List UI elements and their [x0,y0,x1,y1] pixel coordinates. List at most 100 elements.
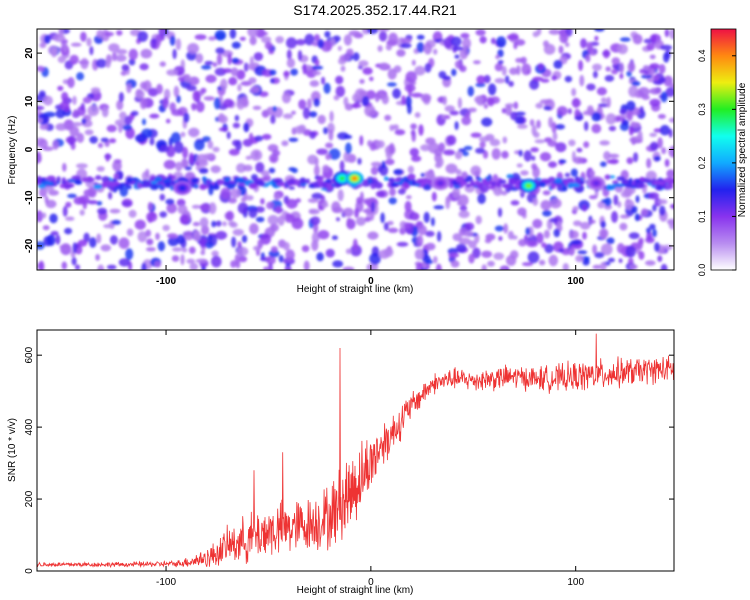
heatmap-cell [97,264,105,270]
heatmap-cell [139,63,149,71]
heatmap-cell [529,79,540,90]
heatmap-cell [302,63,307,75]
heatmap-band-cell [548,176,556,183]
heatmap-band-cell [389,177,395,184]
heatmap-cell [600,220,606,229]
heatmap-cell [211,220,217,228]
heatmap-cell [328,129,334,141]
heatmap-cell [616,243,625,254]
x-tick-label: 100 [567,577,584,588]
heatmap-cell [496,36,507,48]
heatmap-cell [386,82,397,87]
heatmap-cell [182,146,189,159]
heatmap-cell [458,237,471,245]
heatmap-cell [366,263,374,270]
heatmap-cell [668,220,674,230]
heatmap-cell [664,29,670,38]
heatmap-cell [323,127,329,135]
heatmap-cell [355,216,366,226]
heatmap-cell [95,58,107,68]
heatmap-cell [473,60,481,65]
heatmap-cell [38,138,48,149]
heatmap-cell [71,257,77,266]
heatmap-cell [377,165,383,173]
heatmap-cell [180,254,185,266]
heatmap-cell [416,42,425,53]
heatmap-cell [411,92,424,98]
heatmap-cell [396,241,409,247]
y-tick-label: 20 [24,47,35,59]
heatmap-cell [283,70,290,77]
heatmap-cell [591,123,602,134]
heatmap-cell [100,137,109,143]
heatmap-cell [316,148,328,155]
heatmap-cell [325,142,334,149]
heatmap-cell [214,29,227,41]
heatmap-cell [637,130,643,140]
heatmap-cell [201,225,210,236]
heatmap-cell [668,146,674,158]
heatmap-cell [147,201,153,211]
heatmap-cell [314,34,320,42]
heatmap-cell [654,242,660,252]
heatmap-cell [643,38,653,44]
heatmap-cell [468,253,475,264]
heatmap-cell [638,251,645,260]
heatmap-cell [626,70,632,77]
heatmap-cell [348,30,361,37]
heatmap-band-cell [150,175,156,182]
snr-y-label: SNR (10 * v/v) [7,418,18,482]
heatmap-cell [387,220,394,226]
heatmap-cell [126,83,132,94]
heatmap-cell [430,217,435,227]
heatmap-cell [558,45,564,54]
heatmap-cell [603,151,611,161]
heatmap-cell [309,80,320,87]
heatmap-cell [443,149,456,156]
heatmap-cell [385,158,395,166]
heatmap-cell [229,29,237,39]
heatmap-cell [104,31,114,37]
heatmap-cell [470,165,482,177]
heatmap-cell [631,205,638,214]
heatmap-cell [451,68,457,77]
y-tick-label: 0 [24,146,35,152]
heatmap-band-cell [288,186,295,190]
heatmap-cell [322,164,330,173]
heatmap-band-cell [128,181,134,185]
heatmap-cell [149,113,160,119]
heatmap-cell [521,63,532,76]
heatmap-cell [459,47,468,60]
heatmap-cell [425,230,435,237]
heatmap-cell [162,224,170,232]
heatmap-cell [389,187,396,197]
heatmap-cell [252,105,262,110]
heatmap-cell [268,250,280,258]
heatmap-band-cell [75,181,83,185]
heatmap-cell [404,200,412,213]
heatmap-cell [586,83,596,91]
heatmap-cell [628,257,634,265]
heatmap-cell [281,140,289,147]
heatmap-cell [423,42,432,55]
heatmap-cell [483,103,488,109]
heatmap-cell [551,121,557,134]
heatmap-cell [263,266,270,270]
heatmap-cell [414,248,425,260]
heatmap-cell [417,225,427,236]
heatmap-cell [339,160,345,172]
heatmap-band-cell [638,182,645,189]
heatmap-cell [474,95,484,104]
heatmap-band-cell [248,183,258,189]
heatmap-x-axis: -100 0 100 [156,29,584,287]
heatmap-cell [166,203,177,214]
heatmap-cell [549,217,559,223]
heatmap-cell [87,186,97,198]
heatmap-cell [61,91,69,102]
snr-x-axis: -100 0 100 [156,330,584,588]
heatmap-cell [487,97,495,107]
heatmap-cell [218,115,228,124]
heatmap-cell [48,45,59,56]
heatmap-cell [518,238,527,247]
